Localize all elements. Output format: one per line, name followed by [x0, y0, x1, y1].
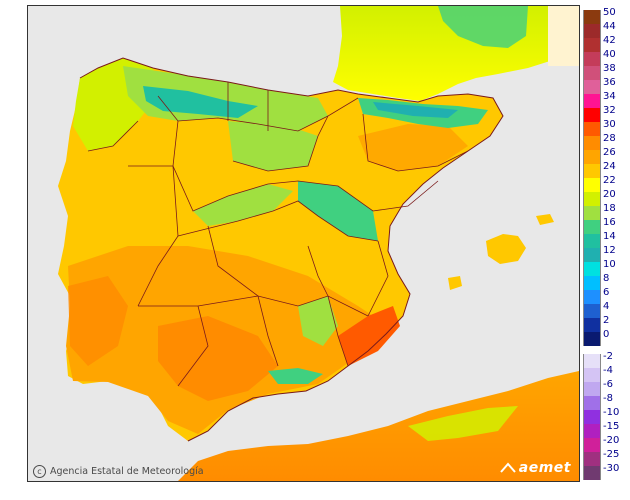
- legend-label: 4: [603, 301, 610, 312]
- legend-swatch: [583, 38, 601, 52]
- aemet-logo-icon: [500, 462, 516, 473]
- legend-label: -10: [603, 407, 620, 418]
- credit-text: c Agencia Estatal de Meteorología: [33, 465, 204, 478]
- menorca: [536, 214, 554, 225]
- legend-label: 16: [603, 217, 616, 228]
- mallorca: [486, 234, 526, 264]
- legend-swatch: [583, 290, 601, 304]
- temperature-legend: 50 44 42 40 38 36 34 32 30 28 26 24 22 20 18 16 14 12 10 8 6…: [583, 7, 629, 485]
- legend-swatch: [583, 178, 601, 192]
- legend-swatch: [583, 122, 601, 136]
- legend-swatch: [583, 136, 601, 150]
- legend-swatch: [583, 466, 601, 480]
- ibiza: [448, 276, 462, 290]
- guadalquivir-hot: [158, 316, 278, 401]
- legend-swatch: [583, 206, 601, 220]
- africa-cool-mountains: [408, 406, 518, 441]
- legend-label: 50: [603, 7, 616, 18]
- brand-label: aemet: [518, 460, 571, 476]
- legend-label: -30: [603, 463, 620, 474]
- legend-label: -4: [603, 365, 613, 376]
- legend-swatch: [583, 318, 601, 332]
- coastline: [79, 57, 504, 442]
- legend-label: 22: [603, 175, 616, 186]
- legend-label: 28: [603, 133, 616, 144]
- legend-label: 14: [603, 231, 616, 242]
- legend-label: 40: [603, 49, 616, 60]
- murcia-hot: [338, 306, 400, 366]
- temperature-map: c Agencia Estatal de Meteorología aemet: [27, 5, 580, 482]
- legend-label: 2: [603, 315, 610, 326]
- legend-label: 24: [603, 161, 616, 172]
- legend-swatch: [583, 304, 601, 318]
- legend-label: -8: [603, 393, 613, 404]
- legend-swatch: [583, 10, 601, 24]
- legend-swatch: [583, 438, 601, 452]
- legend-label: -20: [603, 435, 620, 446]
- legend-label: -6: [603, 379, 613, 390]
- legend-label: 0: [603, 329, 610, 340]
- legend-swatch: [583, 164, 601, 178]
- cantabrian-cool: [123, 66, 328, 131]
- legend-swatch: [583, 80, 601, 94]
- legend-swatch: [583, 382, 601, 396]
- legend-swatch: [583, 192, 601, 206]
- pyrenees-peaks: [373, 102, 458, 118]
- legend-swatch: [583, 24, 601, 38]
- ebro-warm: [358, 124, 468, 171]
- legend-label: 36: [603, 77, 616, 88]
- sierra-nevada: [268, 368, 323, 384]
- legend-label: 8: [603, 273, 610, 284]
- region-borders: [87, 82, 469, 387]
- legend-swatch: [583, 424, 601, 438]
- legend-label: 18: [603, 203, 616, 214]
- legend-label: -2: [603, 351, 613, 362]
- legend-swatch: [583, 368, 601, 382]
- west-hot: [68, 276, 128, 366]
- legend-label: 34: [603, 91, 616, 102]
- legend-swatch: [583, 332, 601, 346]
- legend-swatch: [583, 94, 601, 108]
- legend-swatch: [583, 248, 601, 262]
- legend-label: 6: [603, 287, 610, 298]
- legend-label: 10: [603, 259, 616, 270]
- aemet-brand: aemet: [500, 460, 571, 476]
- legend-label: -25: [603, 449, 620, 460]
- legend-swatch: [583, 150, 601, 164]
- legend-label: 42: [603, 35, 616, 46]
- duero-cool: [228, 121, 318, 171]
- map-canvas: [28, 6, 579, 481]
- central-system-cool: [193, 184, 293, 226]
- legend-swatch: [583, 234, 601, 248]
- credit-label: Agencia Estatal de Meteorología: [50, 466, 204, 477]
- legend-swatch: [583, 108, 601, 122]
- france-mountains: [438, 6, 528, 48]
- legend-swatch: [583, 276, 601, 290]
- legend-label: 30: [603, 119, 616, 130]
- cantabrian-mountains: [143, 86, 258, 118]
- legend-swatch: [583, 452, 601, 466]
- iberian-system-cool: [298, 181, 378, 241]
- legend-swatch: [583, 52, 601, 66]
- legend-label: 26: [603, 147, 616, 158]
- copyright-icon: c: [33, 465, 46, 478]
- outside-data-area: [548, 6, 579, 66]
- legend-label: 38: [603, 63, 616, 74]
- legend-label: 44: [603, 21, 616, 32]
- legend-swatch: [583, 396, 601, 410]
- legend-swatch: [583, 220, 601, 234]
- legend-label: 20: [603, 189, 616, 200]
- legend-swatch: [583, 66, 601, 80]
- legend-label: -15: [603, 421, 620, 432]
- legend-label: 32: [603, 105, 616, 116]
- legend-swatch: [583, 354, 601, 368]
- legend-label: 12: [603, 245, 616, 256]
- north-africa-region: [178, 371, 579, 481]
- legend-swatch: [583, 262, 601, 276]
- legend-swatch: [583, 410, 601, 424]
- south-mountains-cool: [298, 296, 338, 346]
